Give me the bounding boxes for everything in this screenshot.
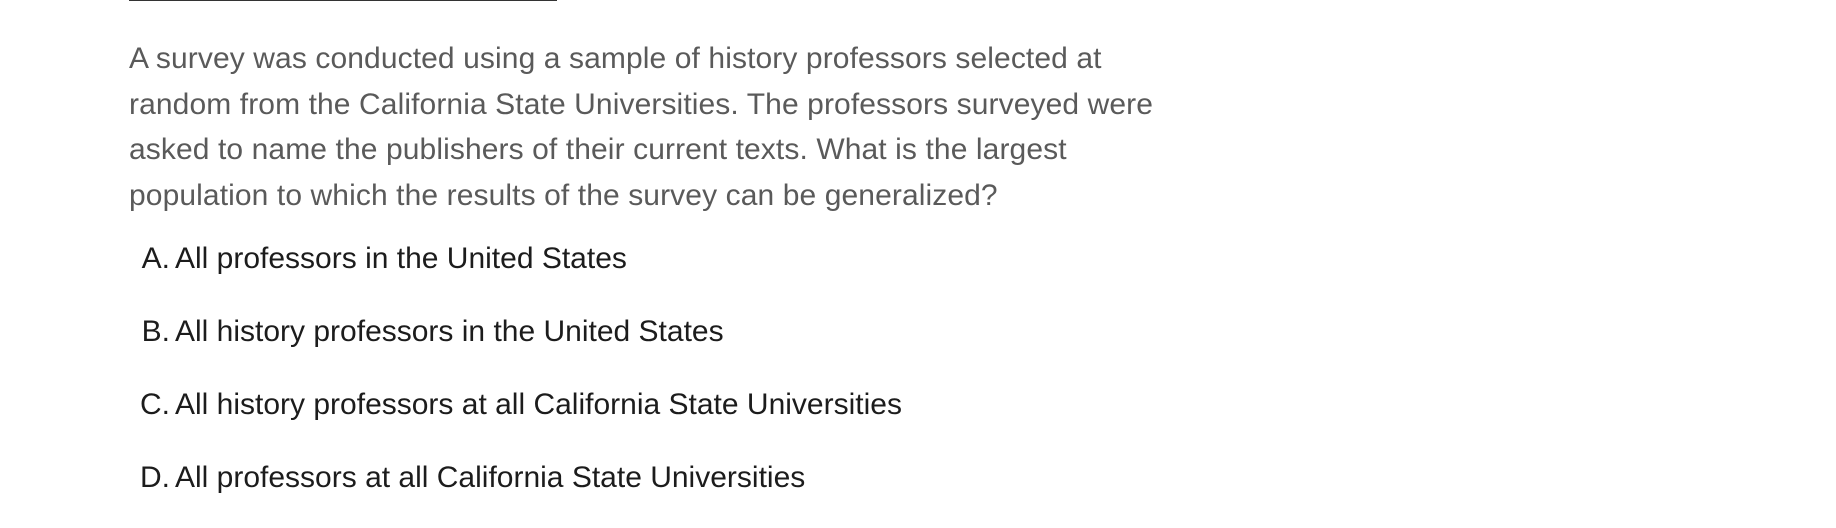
option-b[interactable]: B. All history professors in the United … — [129, 309, 902, 382]
option-label: All professors in the United States — [175, 242, 627, 275]
answer-options-list: A. All professors in the United States B… — [129, 236, 902, 528]
option-d[interactable]: D. All professors at all California Stat… — [129, 455, 902, 528]
option-label: All professors at all California State U… — [175, 461, 806, 494]
option-letter: D. — [140, 461, 170, 494]
option-c[interactable]: C. All history professors at all Califor… — [129, 382, 902, 455]
option-label: All history professors in the United Sta… — [175, 315, 724, 348]
option-label: All history professors at all California… — [175, 388, 902, 421]
option-a[interactable]: A. All professors in the United States — [129, 236, 902, 309]
option-letter: C. — [140, 388, 170, 421]
option-letter: A. — [141, 242, 170, 275]
option-letter: B. — [141, 315, 170, 348]
question-text: A survey was conducted using a sample of… — [129, 42, 1154, 212]
top-divider — [129, 0, 557, 1]
